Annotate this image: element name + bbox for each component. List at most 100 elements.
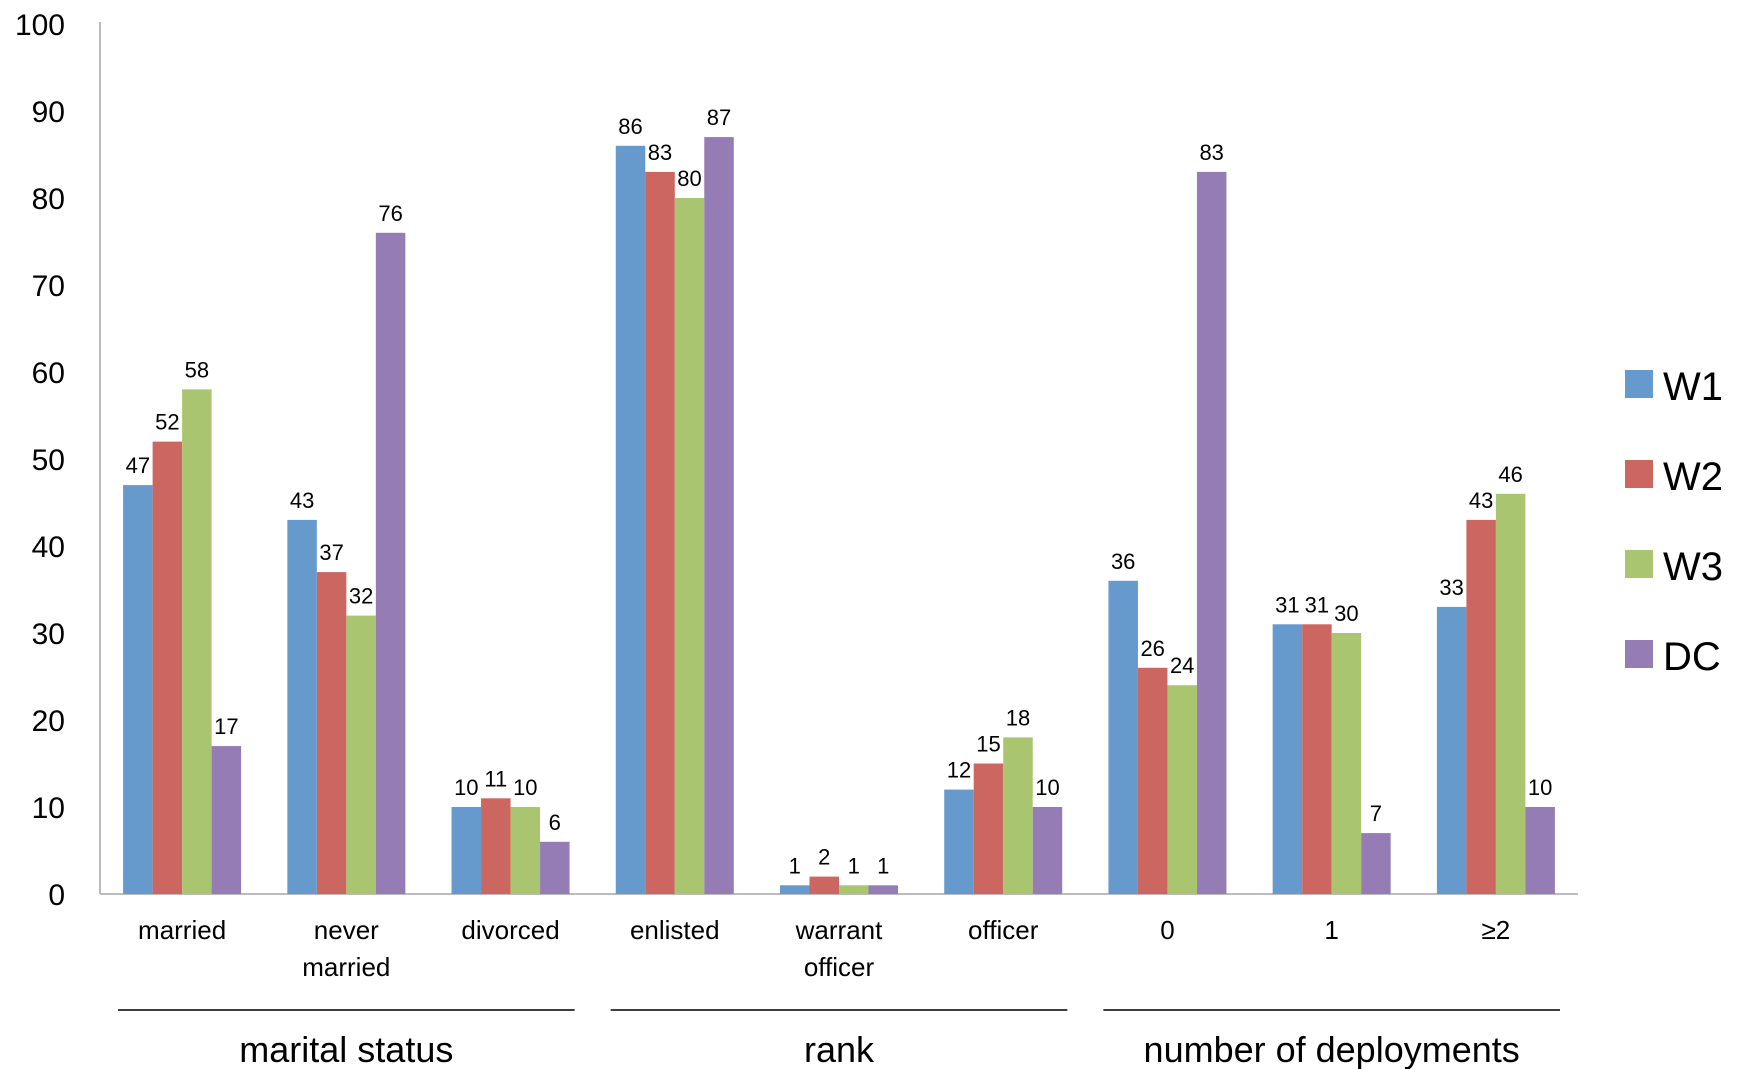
bar-dc xyxy=(375,232,406,895)
data-label: 46 xyxy=(1498,462,1522,487)
data-label: 33 xyxy=(1439,575,1463,600)
legend-swatch-dc xyxy=(1625,640,1653,668)
bar-w1 xyxy=(123,485,153,894)
data-label: 76 xyxy=(378,201,402,226)
group-label: marital status xyxy=(239,1029,453,1069)
bar-w1 xyxy=(615,145,646,895)
group-labels: marital status rank number of deployments xyxy=(118,1009,1560,1069)
bar-w2 xyxy=(1466,519,1496,894)
bar-dc xyxy=(211,746,242,894)
legend-label-w1: W1 xyxy=(1663,365,1723,409)
x-tick-label: never married xyxy=(302,915,390,982)
data-label: 6 xyxy=(549,810,561,835)
data-label: 83 xyxy=(648,140,672,165)
bar-w1 xyxy=(1436,606,1467,894)
bar-dc xyxy=(1196,171,1227,894)
data-label: 15 xyxy=(976,732,1000,757)
y-axis: 0 10 20 30 40 50 60 70 80 90 100 xyxy=(15,9,101,912)
data-label: 12 xyxy=(947,758,971,783)
y-tick-label: 50 xyxy=(32,444,65,477)
data-label: 43 xyxy=(290,488,314,513)
bar-w3 xyxy=(674,198,705,894)
data-label: 47 xyxy=(126,453,150,478)
bar-w1 xyxy=(287,519,317,894)
x-tick-label: 0 xyxy=(1160,915,1174,945)
data-label: 17 xyxy=(214,714,238,739)
data-label: 1 xyxy=(789,853,801,878)
data-label: 58 xyxy=(185,357,209,382)
data-label: 10 xyxy=(1528,775,1552,800)
x-tick-label: 1 xyxy=(1324,915,1338,945)
legend-label-dc: DC xyxy=(1663,635,1721,679)
x-tick-label: warrant officer xyxy=(795,915,883,982)
x-tick-label: enlisted xyxy=(630,915,720,945)
bar-dc xyxy=(1032,807,1063,894)
bar-dc xyxy=(704,137,734,895)
data-label: 2 xyxy=(818,845,830,870)
bar-w3 xyxy=(510,807,541,894)
data-label: 31 xyxy=(1305,592,1329,617)
bar-w2 xyxy=(1302,624,1332,894)
bar-w3 xyxy=(182,389,212,894)
bars xyxy=(123,137,1555,895)
data-label: 10 xyxy=(513,775,537,800)
group-label: rank xyxy=(804,1029,875,1069)
data-label: 31 xyxy=(1275,592,1299,617)
y-tick-label: 40 xyxy=(32,531,65,564)
bar-dc xyxy=(540,841,570,894)
x-tick-label: married xyxy=(138,915,226,945)
y-tick-label: 60 xyxy=(32,357,65,390)
bar-w2 xyxy=(973,763,1004,894)
y-tick-label: 90 xyxy=(32,96,65,129)
y-tick-label: 80 xyxy=(32,183,65,216)
data-label: 1 xyxy=(877,853,889,878)
data-label: 10 xyxy=(1035,775,1059,800)
data-label: 30 xyxy=(1334,601,1358,626)
data-label: 32 xyxy=(349,584,373,609)
bar-w2 xyxy=(316,572,347,894)
group-label: number of deployments xyxy=(1144,1029,1520,1069)
bar-w2 xyxy=(645,171,675,894)
y-tick-label: 30 xyxy=(32,618,65,651)
data-label: 26 xyxy=(1140,636,1164,661)
data-label: 52 xyxy=(155,410,179,435)
x-tick-label: divorced xyxy=(461,915,559,945)
legend-label-w3: W3 xyxy=(1663,545,1723,589)
data-label: 37 xyxy=(319,540,343,565)
y-tick-label: 100 xyxy=(15,9,65,42)
legend-label-w2: W2 xyxy=(1663,455,1723,499)
bar-w1 xyxy=(1272,624,1303,894)
category-labels: married never married divorced enlisted warra… xyxy=(138,915,1510,982)
y-tick-label: 10 xyxy=(32,792,65,825)
bar-w2 xyxy=(481,798,511,894)
bar-dc xyxy=(1525,807,1555,894)
x-tick-label: officer xyxy=(968,915,1039,945)
bar-w1 xyxy=(780,885,810,894)
y-tick-label: 20 xyxy=(32,705,65,738)
bar-w1 xyxy=(451,807,482,894)
bar-dc xyxy=(1361,833,1391,894)
legend-swatch-w2 xyxy=(1625,460,1653,488)
data-label: 24 xyxy=(1170,653,1194,678)
bar-w3 xyxy=(346,615,376,894)
y-tick-label: 70 xyxy=(32,270,65,303)
data-label: 1 xyxy=(848,853,860,878)
data-label: 36 xyxy=(1111,549,1135,574)
legend-swatch-w3 xyxy=(1625,550,1653,578)
data-label: 18 xyxy=(1006,705,1030,730)
data-label: 43 xyxy=(1469,488,1493,513)
data-label: 10 xyxy=(454,775,478,800)
bar-w3 xyxy=(1167,685,1197,894)
bar-w2 xyxy=(1137,667,1168,894)
data-label: 7 xyxy=(1370,801,1382,826)
data-label: 80 xyxy=(677,166,701,191)
legend-swatch-w1 xyxy=(1625,370,1653,398)
bar-w3 xyxy=(1331,633,1362,894)
bar-w2 xyxy=(809,876,839,894)
bar-w3 xyxy=(839,885,869,894)
bar-w3 xyxy=(1003,737,1033,894)
data-label: 83 xyxy=(1199,140,1223,165)
y-tick-label: 0 xyxy=(48,879,65,912)
data-label: 11 xyxy=(484,766,507,791)
